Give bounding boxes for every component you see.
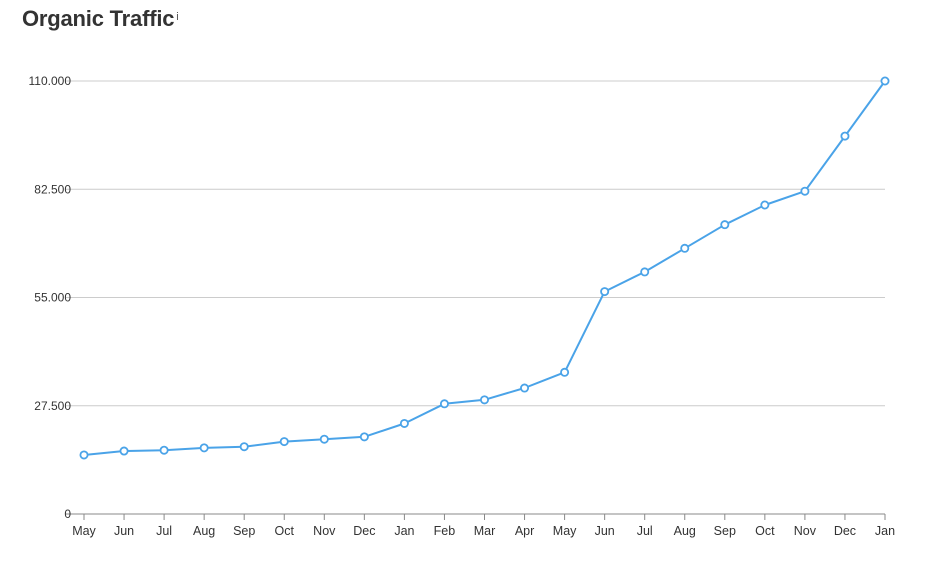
x-tick-label: Jun (114, 524, 134, 538)
y-axis: 0 27.500 55.000 82.500 110.000 (29, 74, 72, 521)
y-tick-label: 82.500 (34, 182, 71, 196)
data-point (880, 76, 890, 86)
x-tick-label: Dec (353, 524, 375, 538)
x-tick-label: Feb (434, 524, 456, 538)
data-point (720, 220, 730, 230)
x-tick-label: Apr (515, 524, 534, 538)
data-point (479, 395, 489, 405)
y-tick-label: 0 (64, 507, 71, 521)
x-tick-label: Oct (755, 524, 775, 538)
y-tick-label: 27.500 (34, 399, 71, 413)
data-point (279, 437, 289, 447)
data-point (560, 367, 570, 377)
data-point (239, 442, 249, 452)
data-point (399, 418, 409, 428)
data-point (439, 399, 449, 409)
data-point (760, 200, 770, 210)
data-point (159, 445, 169, 455)
data-point (119, 446, 129, 456)
x-tick-label: Jul (637, 524, 653, 538)
x-tick-label: Dec (834, 524, 856, 538)
x-tick-label: Mar (474, 524, 496, 538)
data-point (520, 383, 530, 393)
x-tick-label: Jan (394, 524, 414, 538)
x-axis: May Jun Jul Aug Sep Oct Nov Dec Jan Feb Mar Apr May J… (72, 514, 895, 538)
x-tick-label: Aug (674, 524, 696, 538)
x-tick-label: Aug (193, 524, 215, 538)
data-point (800, 186, 810, 196)
x-tick-label: Sep (233, 524, 255, 538)
x-tick-label: Nov (794, 524, 817, 538)
data-point (840, 131, 850, 141)
x-tick-label: May (553, 524, 577, 538)
y-tick-label: 55.000 (34, 291, 71, 305)
chart-title-wrap: Organic Traffic i (22, 6, 179, 32)
data-point (79, 450, 89, 460)
chart-title: Organic Traffic (22, 6, 175, 31)
data-point (319, 434, 329, 444)
x-tick-label: Nov (313, 524, 336, 538)
y-tick-label: 110.000 (29, 74, 72, 88)
data-point (600, 287, 610, 297)
series-layer (79, 76, 890, 460)
x-tick-label: May (72, 524, 96, 538)
info-icon[interactable]: i (176, 10, 179, 23)
x-tick-label: Oct (275, 524, 295, 538)
data-point (640, 267, 650, 277)
gridlines (66, 80, 885, 515)
x-tick-label: Jun (595, 524, 615, 538)
x-tick-label: Jan (875, 524, 895, 538)
data-point (359, 432, 369, 442)
x-tick-label: Sep (714, 524, 736, 538)
data-point (199, 443, 209, 453)
data-point (680, 243, 690, 253)
x-tick-label: Jul (156, 524, 172, 538)
